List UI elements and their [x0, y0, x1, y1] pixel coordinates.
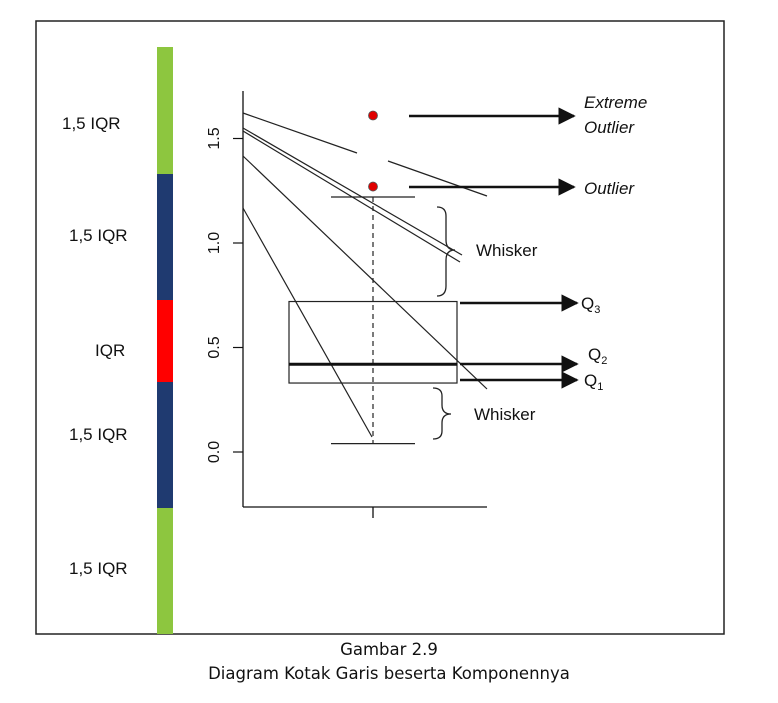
scale-segment-lower-outer: [157, 508, 173, 634]
y-tick-label-1: 0.5: [206, 336, 223, 358]
label-q3: Q3: [581, 294, 600, 316]
y-tick-label-0: 0.0: [206, 441, 223, 463]
boxplot: [288, 110, 458, 445]
figure-caption: Diagram Kotak Garis beserta Komponennya: [208, 664, 570, 683]
label-whisker-lower: Whisker: [474, 405, 536, 424]
label-q1: Q1: [584, 371, 603, 393]
label-q2: Q2: [588, 345, 607, 367]
scale-segment-lower-inner: [157, 382, 173, 508]
scale-segment-upper-outer: [157, 47, 173, 174]
guide-line: [242, 207, 373, 438]
guide-line: [242, 127, 463, 256]
scale-label-lower-inner: 1,5 IQR: [69, 425, 128, 444]
guide-line: [387, 160, 488, 197]
iqr-box: [288, 300, 458, 384]
y-tick-label-3: 1.5: [206, 127, 223, 149]
label-outlier: Outlier: [584, 179, 635, 198]
y-tick-label-2: 1.0: [206, 232, 223, 254]
label-extreme-outlier: Outlier: [584, 118, 635, 137]
guide-lines: [242, 112, 488, 438]
scale-segment-iqr: [157, 300, 173, 382]
outlier-point: [368, 181, 378, 192]
scale-label-upper-outer: 1,5 IQR: [62, 114, 121, 133]
figure-frame: [35, 20, 725, 635]
whisker-brace-upper: [436, 206, 456, 297]
scale-label-upper-inner: 1,5 IQR: [69, 226, 128, 245]
label-extreme: Extreme: [584, 93, 647, 112]
extreme-outlier-point: [368, 110, 378, 121]
figure-title: Gambar 2.9: [340, 640, 438, 659]
label-whisker-upper: Whisker: [476, 241, 538, 260]
scale-label-lower-outer: 1,5 IQR: [69, 559, 128, 578]
scale-label-iqr: IQR: [95, 341, 125, 360]
scale-segment-upper-inner: [157, 174, 173, 300]
annotation-arrows: [409, 107, 579, 389]
whisker-brace-lower: [432, 387, 452, 440]
guide-line: [242, 112, 358, 154]
iqr-scale-bar: [157, 47, 173, 634]
guide-line: [242, 155, 488, 390]
